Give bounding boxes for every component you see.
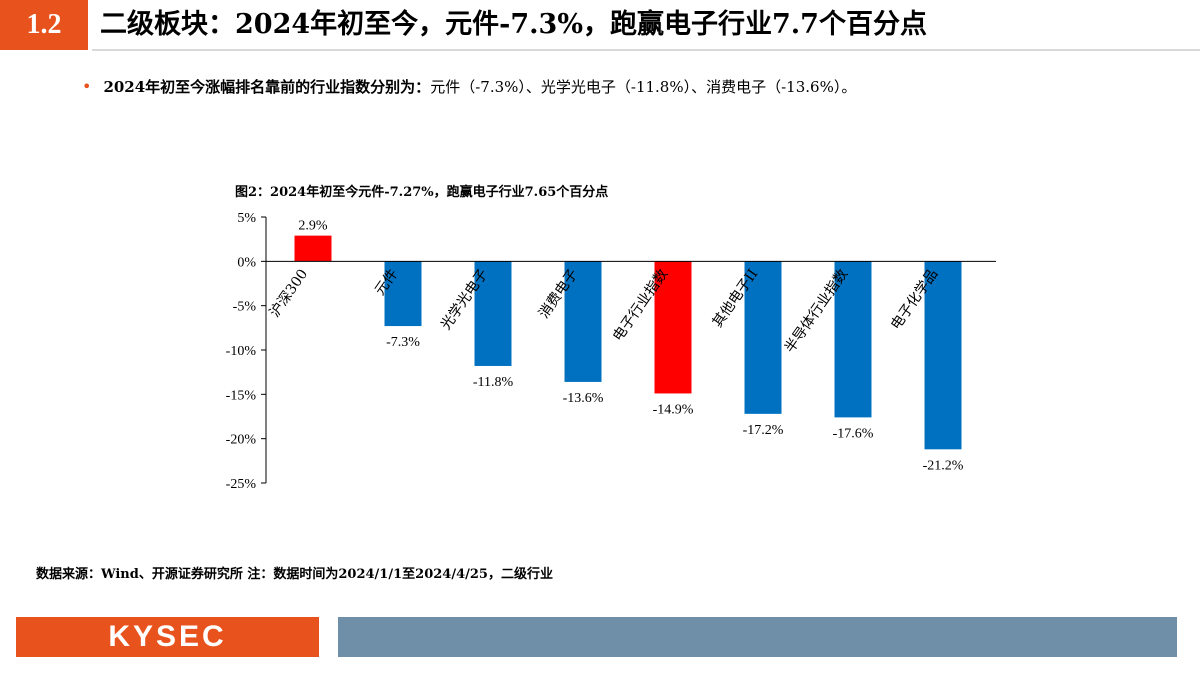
data-label: -11.8% bbox=[473, 375, 514, 390]
bullet-lead: 2024年初至今涨幅排名靠前的行业指数分别为： bbox=[103, 78, 431, 96]
y-tick-label: -15% bbox=[226, 388, 257, 403]
category-label: 沪深300 bbox=[267, 266, 312, 320]
footer-bar bbox=[338, 617, 1177, 657]
kysec-logo: KYSEC bbox=[16, 617, 319, 657]
y-tick-label: -5% bbox=[233, 300, 257, 315]
data-label: -13.6% bbox=[563, 391, 604, 406]
y-tick-label: 0% bbox=[237, 255, 256, 270]
slide-title: 二级板块：2024年初至今，元件-7.3%，跑赢电子行业7.7个百分点 bbox=[100, 9, 927, 40]
data-label: -21.2% bbox=[923, 458, 964, 473]
bullet-body: 元件（-7.3%）、光学光电子（-11.8%）、消费电子（-13.6%）。 bbox=[430, 78, 857, 96]
data-label: -17.6% bbox=[833, 426, 874, 441]
slide-header: 1.2 二级板块：2024年初至今，元件-7.3%，跑赢电子行业7.7个百分点 bbox=[0, 0, 1200, 51]
data-label: -7.3% bbox=[386, 335, 420, 350]
y-tick-label: 5% bbox=[237, 211, 256, 226]
bar bbox=[294, 235, 332, 262]
bar bbox=[384, 261, 422, 327]
bar bbox=[654, 261, 692, 394]
bar bbox=[924, 261, 962, 450]
y-tick-label: -20% bbox=[226, 433, 257, 448]
y-tick-label: -10% bbox=[226, 344, 257, 359]
bar bbox=[744, 261, 782, 414]
y-tick-label: -25% bbox=[226, 477, 257, 492]
bar-chart: 5%0%-5%-10%-15%-20%-25%2.9%沪深300-7.3%元件-… bbox=[226, 211, 996, 492]
bullet-point: • 2024年初至今涨幅排名靠前的行业指数分别为：元件（-7.3%）、光学光电子（… bbox=[82, 76, 856, 97]
chart-title: 图2：2024年初至今元件-7.27%，跑赢电子行业7.65个百分点 bbox=[235, 185, 609, 200]
bar bbox=[834, 261, 872, 418]
bar bbox=[564, 261, 602, 382]
data-label: 2.9% bbox=[298, 219, 328, 234]
bullet-dot-icon: • bbox=[82, 77, 92, 96]
title-divider bbox=[92, 49, 1200, 51]
source-footnote: 数据来源：Wind、开源证券研究所 注：数据时间为2024/1/1至2024/4… bbox=[36, 567, 553, 582]
data-label: -17.2% bbox=[743, 423, 784, 438]
section-number: 1.2 bbox=[0, 0, 88, 50]
data-label: -14.9% bbox=[653, 402, 694, 417]
bar bbox=[474, 261, 512, 366]
